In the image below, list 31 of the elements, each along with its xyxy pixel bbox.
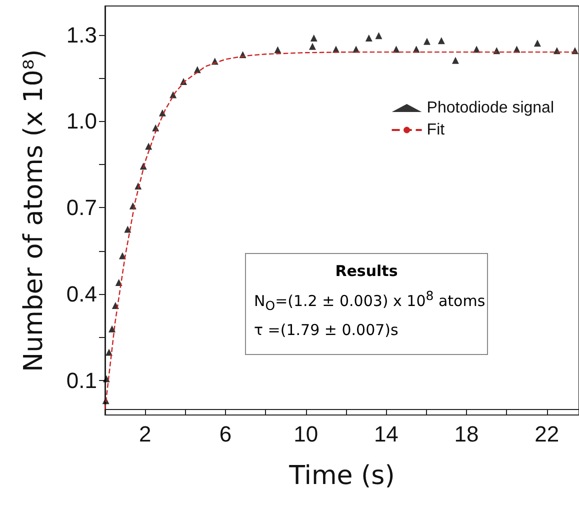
x-axis-title: Time (s) — [288, 461, 395, 491]
point — [423, 38, 430, 45]
x-tick-label: 22 — [534, 422, 560, 446]
point — [310, 34, 318, 42]
x-tick-label: 2 — [139, 422, 152, 446]
y-tick-label: 1.3 — [66, 22, 97, 48]
annotation: τ =(1.79 ± 0.007)s — [254, 321, 400, 339]
point — [375, 32, 382, 40]
point — [108, 325, 116, 332]
y-axis-title: Number of atoms (x 10⁸) — [19, 49, 49, 372]
y-tick-label: 1.0 — [66, 108, 97, 134]
x-tick-label: 18 — [454, 422, 479, 446]
point — [145, 142, 152, 150]
legend-label: Photodiode signal — [426, 100, 554, 116]
point — [124, 226, 132, 233]
point — [365, 34, 372, 42]
point — [158, 109, 166, 116]
annotation: Results — [334, 262, 399, 280]
point — [106, 348, 113, 356]
x-tick-label: 14 — [374, 422, 398, 446]
y-tick-label: 0.7 — [66, 195, 97, 220]
y-tick-label: 0.1 — [66, 368, 97, 393]
point — [534, 40, 541, 47]
legend-label: Fit — [426, 122, 446, 138]
y-tick-label: 0.4 — [66, 282, 97, 307]
x-tick-label: 10 — [294, 422, 318, 446]
point — [438, 37, 445, 44]
point — [308, 42, 316, 50]
x-tick-label: 6 — [219, 422, 232, 446]
point — [452, 56, 459, 64]
annotation: N$_{O}$=(1.2 ± 0.003) x 10$^{8}$ atoms — [254, 288, 486, 313]
